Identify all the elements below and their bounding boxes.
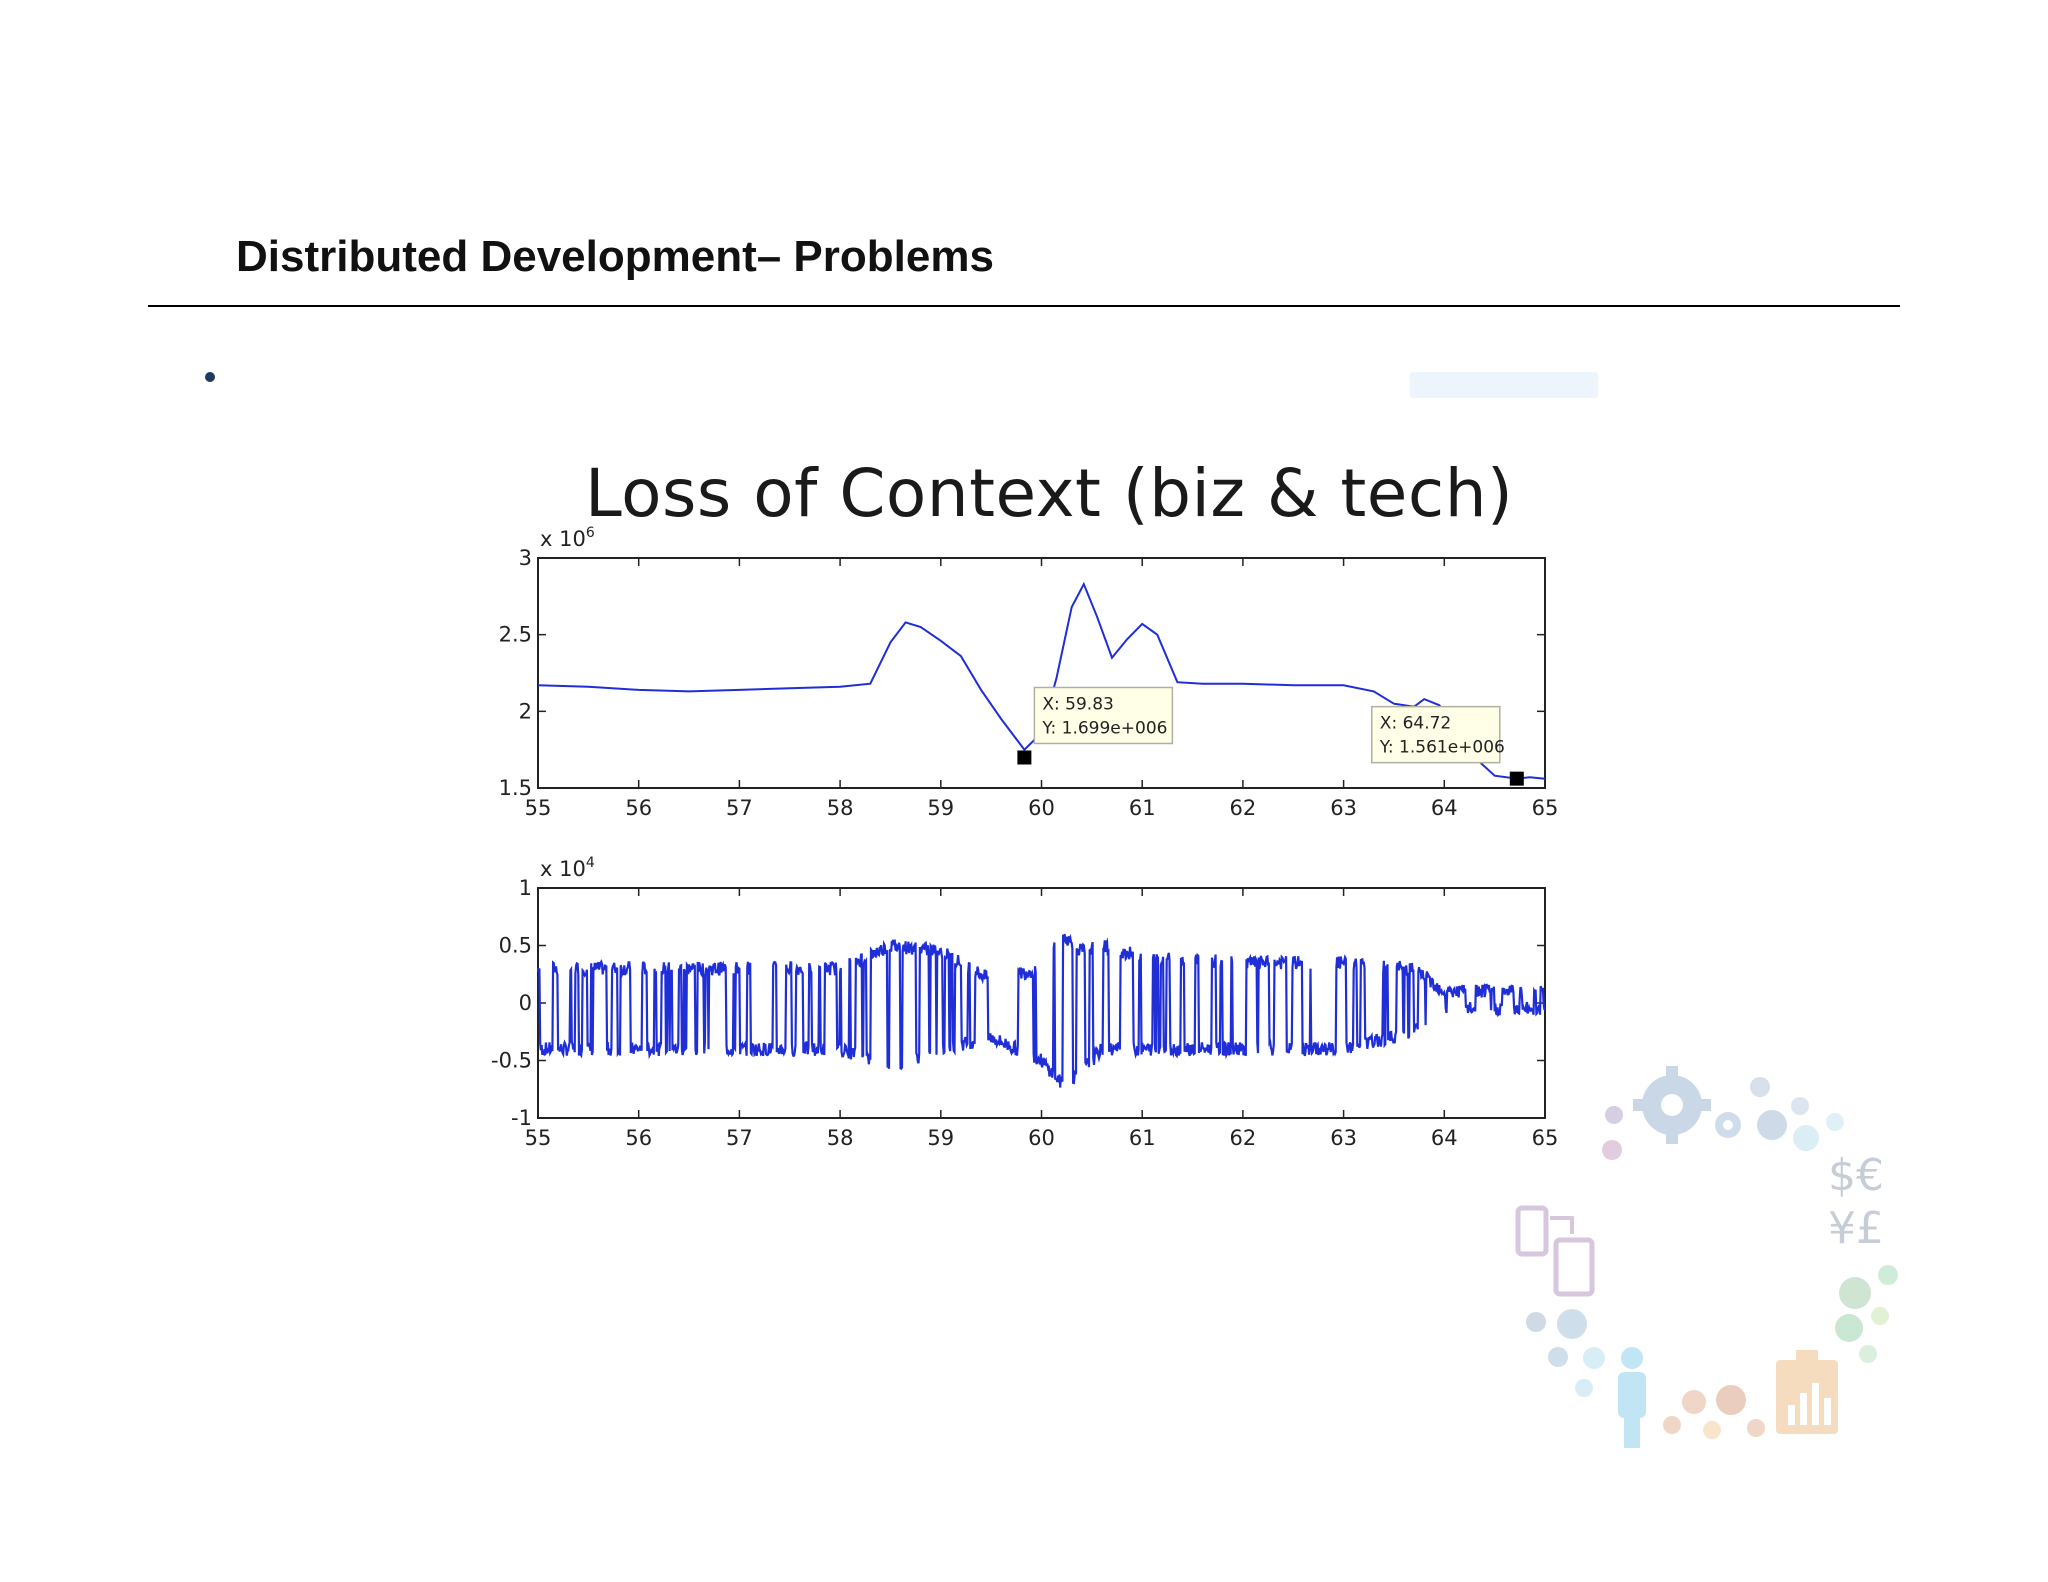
y-tick-label: 1.5 bbox=[499, 776, 532, 800]
x-tick-label: 56 bbox=[625, 796, 652, 820]
datatip-box bbox=[1033, 686, 1174, 745]
x-tick-label: 56 bbox=[625, 1126, 652, 1150]
x-tick-label: 59 bbox=[927, 796, 954, 820]
x-tick-label: 61 bbox=[1129, 796, 1156, 820]
y-tick-label: 0.5 bbox=[499, 934, 532, 958]
x-tick-label: 65 bbox=[1532, 1126, 1559, 1150]
x-tick-label: 65 bbox=[1532, 796, 1559, 820]
datatip-x-text: X: 59.83 bbox=[1042, 694, 1113, 714]
y-multiplier-label: x 106 bbox=[540, 525, 595, 551]
person-icon bbox=[1618, 1347, 1646, 1448]
x-tick-label: 60 bbox=[1028, 796, 1055, 820]
datatip-y-text: Y: 1.561e+006 bbox=[1379, 738, 1505, 758]
title-divider bbox=[148, 305, 1900, 307]
datatip-marker bbox=[1017, 750, 1032, 765]
slide-title: Distributed Development– Problems bbox=[236, 232, 994, 281]
x-tick-label: 55 bbox=[525, 796, 552, 820]
x-tick-label: 58 bbox=[827, 1126, 854, 1150]
bottom-plot: 55 56 57 58 59 60 61 62 63 64 65 -1 -0.5 0 0.5 1 x 104 bbox=[491, 855, 1558, 1150]
x-tick-label: 60 bbox=[1028, 1126, 1055, 1150]
datatip-marker bbox=[1509, 771, 1524, 786]
x-tick-label: 63 bbox=[1330, 1126, 1357, 1150]
y-tick-label: 2 bbox=[519, 699, 532, 723]
datatip-y-text: Y: 1.699e+006 bbox=[1041, 718, 1167, 738]
x-tick-label: 62 bbox=[1230, 1126, 1257, 1150]
x-tick-label: 57 bbox=[726, 796, 753, 820]
chart-heading: Loss of Context (biz & tech) bbox=[585, 455, 1514, 532]
y-tick-label: -0.5 bbox=[491, 1049, 532, 1073]
clipboard-chart-icon bbox=[1776, 1350, 1838, 1434]
x-tick-label: 62 bbox=[1230, 796, 1257, 820]
svg-text:$€: $€ bbox=[1828, 1150, 1884, 1201]
y-multiplier-label: x 104 bbox=[540, 855, 595, 881]
y-tick-label: 0 bbox=[519, 991, 532, 1015]
y-tick-label: -1 bbox=[511, 1106, 532, 1130]
series-line bbox=[537, 581, 1546, 780]
x-tick-label: 59 bbox=[927, 1126, 954, 1150]
currency-icon: $€ ¥£ bbox=[1828, 1150, 1884, 1254]
bullet-point bbox=[205, 372, 215, 382]
x-tick-label: 64 bbox=[1431, 1126, 1458, 1150]
faint-label-box bbox=[1410, 372, 1598, 398]
x-tick-label: 55 bbox=[525, 1126, 552, 1150]
y-tick-label: 3 bbox=[519, 546, 532, 570]
datatip-x-text: X: 64.72 bbox=[1380, 714, 1451, 734]
mobile-devices-icon bbox=[1515, 1205, 1595, 1297]
series-line bbox=[536, 933, 1546, 1088]
x-tick-label: 57 bbox=[726, 1126, 753, 1150]
x-tick-label: 58 bbox=[827, 796, 854, 820]
x-tick-label: 64 bbox=[1431, 796, 1458, 820]
y-tick-label: 1 bbox=[519, 876, 532, 900]
gear-icon bbox=[1633, 1066, 1741, 1144]
x-tick-label: 63 bbox=[1330, 796, 1357, 820]
y-tick-label: 2.5 bbox=[499, 623, 532, 647]
datatip-box bbox=[1371, 705, 1501, 764]
x-tick-label: 61 bbox=[1129, 1126, 1156, 1150]
top-plot: 55 56 57 58 59 60 61 62 63 64 65 1.5 2 2.5 3 x 106 X: 59… bbox=[499, 525, 1559, 820]
svg-text:¥£: ¥£ bbox=[1828, 1203, 1884, 1254]
